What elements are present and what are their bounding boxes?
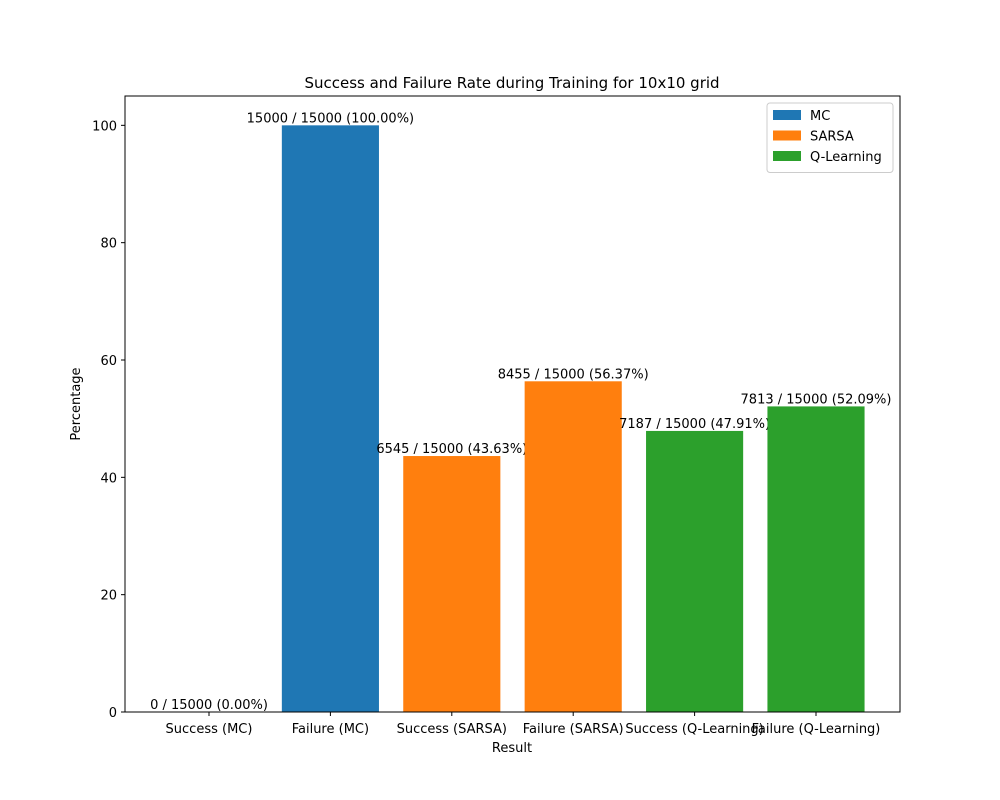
bar xyxy=(524,381,622,712)
value-label: 0 / 15000 (0.00%) xyxy=(150,698,268,713)
legend-swatch xyxy=(773,130,801,141)
x-tick-label: Failure (Q-Learning) xyxy=(752,722,881,737)
bar xyxy=(281,125,379,713)
y-tick-label: 40 xyxy=(100,471,117,486)
bar xyxy=(646,430,744,712)
legend-label: MC xyxy=(810,109,830,124)
y-tick-label: 20 xyxy=(100,589,117,604)
bar xyxy=(767,406,865,712)
x-tick-label: Success (SARSA) xyxy=(397,722,507,737)
value-label: 15000 / 15000 (100.00%) xyxy=(247,111,414,126)
x-tick-label: Success (Q-Learning) xyxy=(625,722,763,737)
plot-frame xyxy=(124,95,901,713)
value-label: 8455 / 15000 (56.37%) xyxy=(498,367,649,382)
value-label: 7187 / 15000 (47.91%) xyxy=(619,417,770,432)
y-tick-label: 100 xyxy=(92,119,117,134)
legend-swatch xyxy=(773,110,801,120)
y-tick-label: 80 xyxy=(100,237,117,252)
x-tick-label: Success (MC) xyxy=(166,722,253,737)
value-label: 7813 / 15000 (52.09%) xyxy=(741,392,892,407)
legend-label: SARSA xyxy=(810,130,854,145)
x-tick-label: Failure (SARSA) xyxy=(523,722,624,737)
x-axis-label: Result xyxy=(492,741,532,756)
x-tick-label: Failure (MC) xyxy=(292,722,369,737)
y-tick-label: 60 xyxy=(100,354,117,369)
legend-label: Q-Learning xyxy=(810,150,882,165)
y-axis-label: Percentage xyxy=(69,367,84,440)
chart-title: Success and Failure Rate during Training… xyxy=(304,74,719,92)
value-label: 6545 / 15000 (43.63%) xyxy=(376,442,527,457)
bar xyxy=(403,456,501,712)
y-tick-label: 0 xyxy=(109,706,117,721)
legend-swatch xyxy=(773,151,801,161)
